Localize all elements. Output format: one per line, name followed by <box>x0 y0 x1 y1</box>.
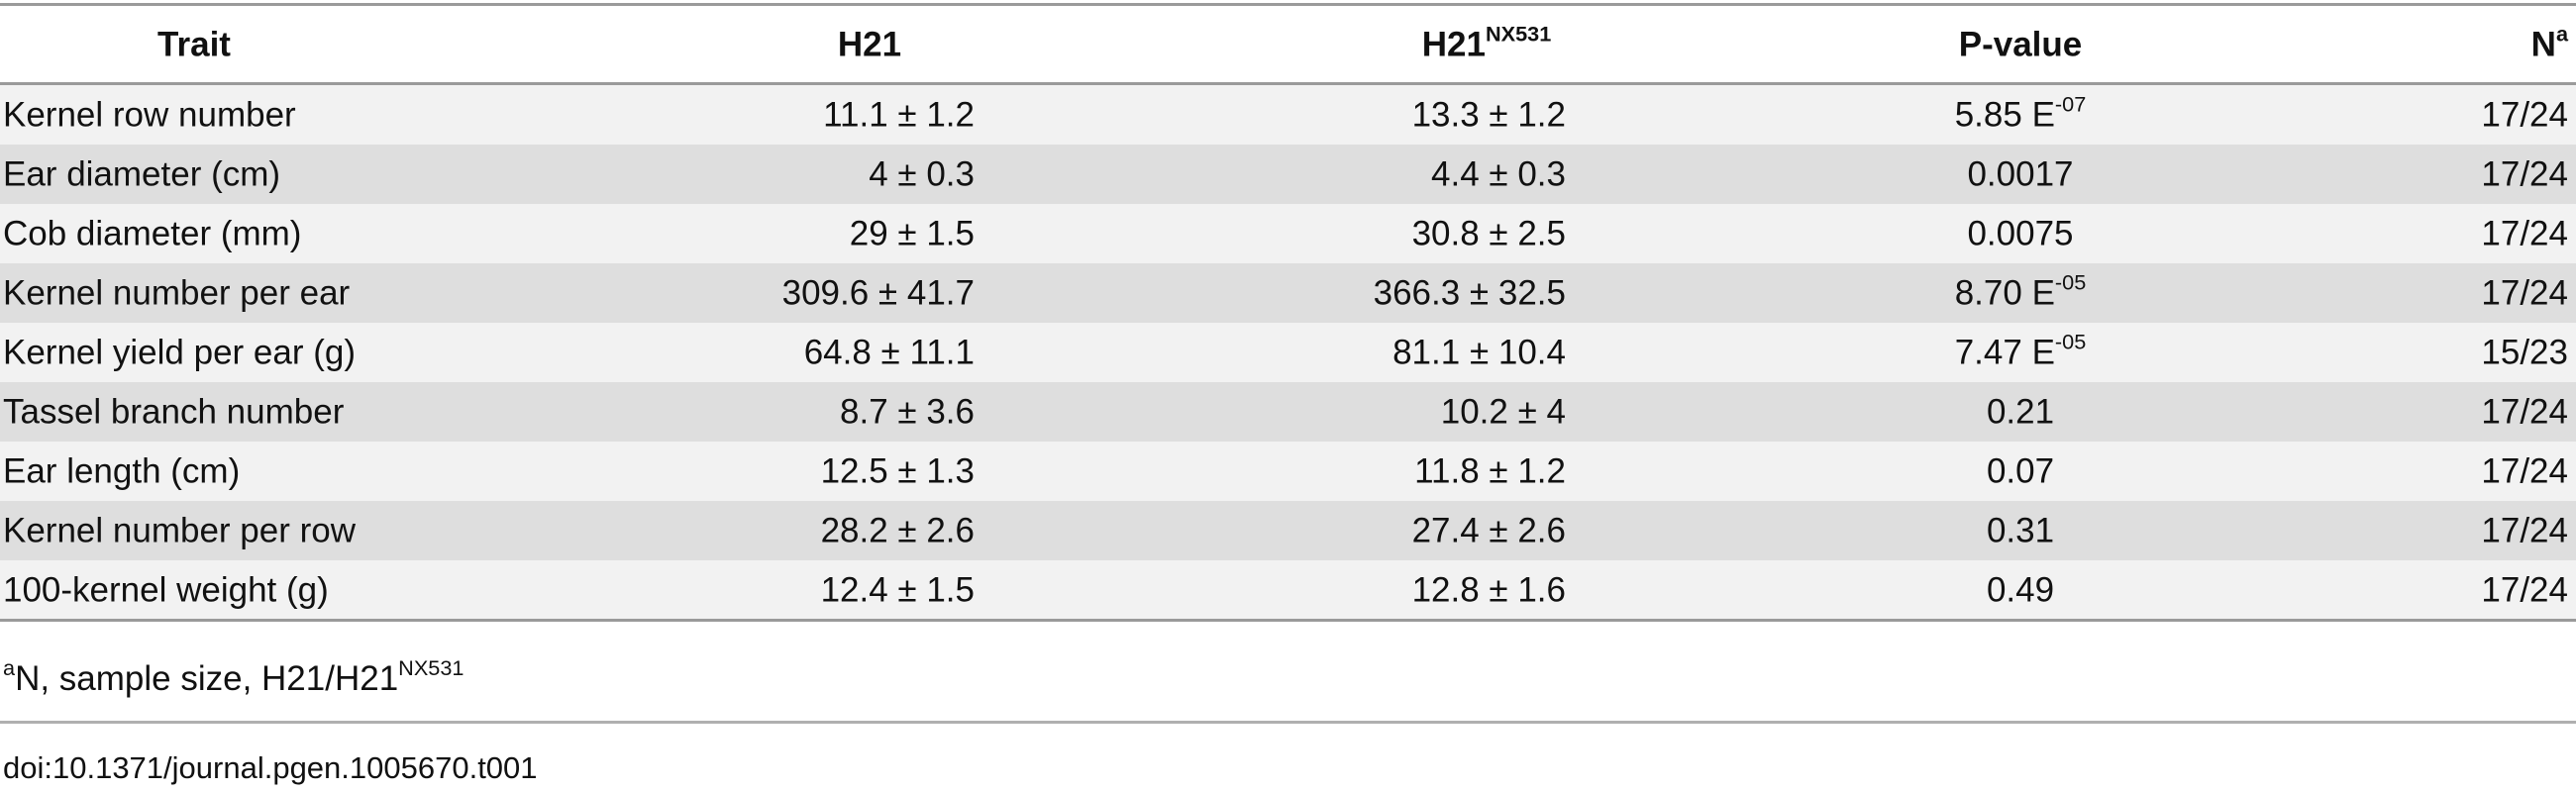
footnote: aN, sample size, H21/H21NX531 <box>3 656 464 698</box>
cell: 366.3 ± 32.5 <box>1373 273 1566 313</box>
cell: 17/24 <box>2481 95 2568 135</box>
row-band <box>0 442 2576 501</box>
cell: 13.3 ± 1.2 <box>1411 95 1566 135</box>
cell: 8.70 E-05 <box>1954 271 2087 313</box>
cell: 0.0075 <box>1967 214 2074 253</box>
cell-text: 8.70 E <box>1954 273 2055 313</box>
cell: 5.85 E-07 <box>1954 93 2087 135</box>
cell: 12.5 ± 1.3 <box>820 451 975 491</box>
cell: 0.0017 <box>1967 154 2074 194</box>
row-band <box>0 382 2576 442</box>
row-band <box>0 263 2576 323</box>
column-header: Na <box>2530 23 2568 64</box>
superscript: a <box>3 654 16 680</box>
cell: 0.21 <box>1986 392 2055 432</box>
cell: 4 ± 0.3 <box>869 154 975 194</box>
row-label: Kernel yield per ear (g) <box>3 333 356 372</box>
cell: 17/24 <box>2481 392 2568 432</box>
cell: 0.49 <box>1986 570 2055 610</box>
superscript: -05 <box>2054 269 2087 295</box>
cell: 11.8 ± 1.2 <box>1414 451 1566 491</box>
cell: 30.8 ± 2.5 <box>1411 214 1566 253</box>
cell: 12.4 ± 1.5 <box>820 570 975 610</box>
superscript: NX531 <box>398 654 464 680</box>
cell-text: 5.85 E <box>1954 95 2055 135</box>
row-band <box>0 501 2576 560</box>
cell-text: N <box>2530 25 2556 64</box>
row-label: Kernel row number <box>3 95 296 135</box>
column-header: H21 <box>837 25 902 64</box>
header-rule <box>0 82 2576 85</box>
cell-text: H21 <box>1421 25 1486 64</box>
cell: 7.47 E-05 <box>1954 331 2087 372</box>
cell: 27.4 ± 2.6 <box>1411 511 1566 550</box>
row-band <box>0 145 2576 204</box>
cell: 8.7 ± 3.6 <box>840 392 975 432</box>
cell: 29 ± 1.5 <box>849 214 975 253</box>
cell: 11.1 ± 1.2 <box>823 95 975 135</box>
cell-text: 7.47 E <box>1954 333 2055 372</box>
row-label: Kernel number per row <box>3 511 356 550</box>
cell: 309.6 ± 41.7 <box>781 273 975 313</box>
cell: 0.31 <box>1986 511 2055 550</box>
cell: 17/24 <box>2481 214 2568 253</box>
cell: 17/24 <box>2481 273 2568 313</box>
cell: 64.8 ± 11.1 <box>803 333 975 372</box>
column-header: H21NX531 <box>1421 23 1552 64</box>
row-band <box>0 204 2576 263</box>
cell: 17/24 <box>2481 511 2568 550</box>
superscript: -07 <box>2054 91 2087 117</box>
footnote-text: N, sample size, H21/H21 <box>15 659 399 698</box>
cell: 17/24 <box>2481 570 2568 610</box>
superscript: NX531 <box>1485 21 1552 47</box>
cell: 10.2 ± 4 <box>1440 392 1566 432</box>
column-header: Trait <box>157 25 231 64</box>
cell: 4.4 ± 0.3 <box>1431 154 1566 194</box>
row-band <box>0 560 2576 620</box>
cell: 17/24 <box>2481 154 2568 194</box>
row-label: Kernel number per ear <box>3 273 351 313</box>
cell: 15/23 <box>2481 333 2568 372</box>
doi: doi:10.1371/journal.pgen.1005670.t001 <box>3 750 538 785</box>
cell: 12.8 ± 1.6 <box>1411 570 1566 610</box>
column-header: P-value <box>1958 25 2083 64</box>
top-rule <box>0 3 2576 6</box>
cell: 28.2 ± 2.6 <box>820 511 975 550</box>
row-band <box>0 323 2576 382</box>
cell: 17/24 <box>2481 451 2568 491</box>
row-label: Tassel branch number <box>3 392 345 432</box>
row-label: 100-kernel weight (g) <box>3 570 329 610</box>
row-band <box>0 85 2576 145</box>
cell: 81.1 ± 10.4 <box>1392 333 1566 372</box>
superscript: a <box>2555 21 2568 47</box>
row-label: Cob diameter (mm) <box>3 214 302 253</box>
row-label: Ear length (cm) <box>3 451 241 491</box>
bottom-rule <box>0 619 2576 622</box>
superscript: -05 <box>2054 329 2087 354</box>
cell: 0.07 <box>1986 451 2055 491</box>
row-label: Ear diameter (cm) <box>3 154 281 194</box>
footer-rule <box>0 721 2576 724</box>
